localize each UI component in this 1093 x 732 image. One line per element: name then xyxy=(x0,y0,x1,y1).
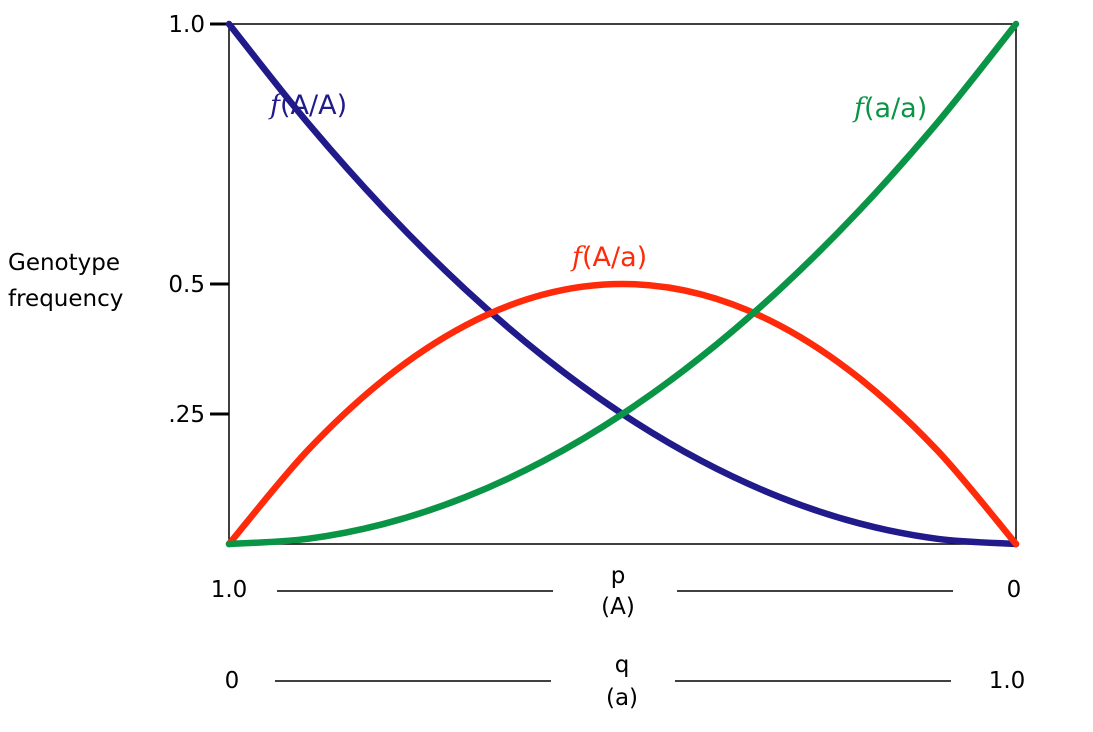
p-axis-right-label: 0 xyxy=(1007,577,1022,603)
series-label-AA: f(A/A) xyxy=(268,90,347,121)
q-axis-left-label: 0 xyxy=(225,668,240,694)
y-axis-ticks: 1.0 0.5 .25 xyxy=(168,12,229,428)
p-axis-variable: p xyxy=(611,563,626,589)
y-tick-label: 0.5 xyxy=(168,272,205,298)
series-line-aa xyxy=(225,20,1020,548)
series-line-Aa xyxy=(225,280,1020,548)
q-axis-variable: q xyxy=(615,652,630,678)
y-axis-label-line1: Genotype xyxy=(8,250,120,276)
y-tick-label: .25 xyxy=(168,402,205,428)
p-axis-left-label: 1.0 xyxy=(211,577,248,603)
q-axis-allele: (a) xyxy=(606,685,638,711)
series-label-aa: f(a/a) xyxy=(852,93,927,124)
y-tick-label: 1.0 xyxy=(168,12,205,38)
curves xyxy=(225,20,1020,548)
q-axis-right-label: 1.0 xyxy=(989,668,1026,694)
y-axis-label-line2: frequency xyxy=(8,286,123,312)
p-axis-allele: (A) xyxy=(601,594,635,620)
series-label-Aa: f(A/a) xyxy=(570,242,647,273)
series-line-AA xyxy=(225,20,1020,548)
